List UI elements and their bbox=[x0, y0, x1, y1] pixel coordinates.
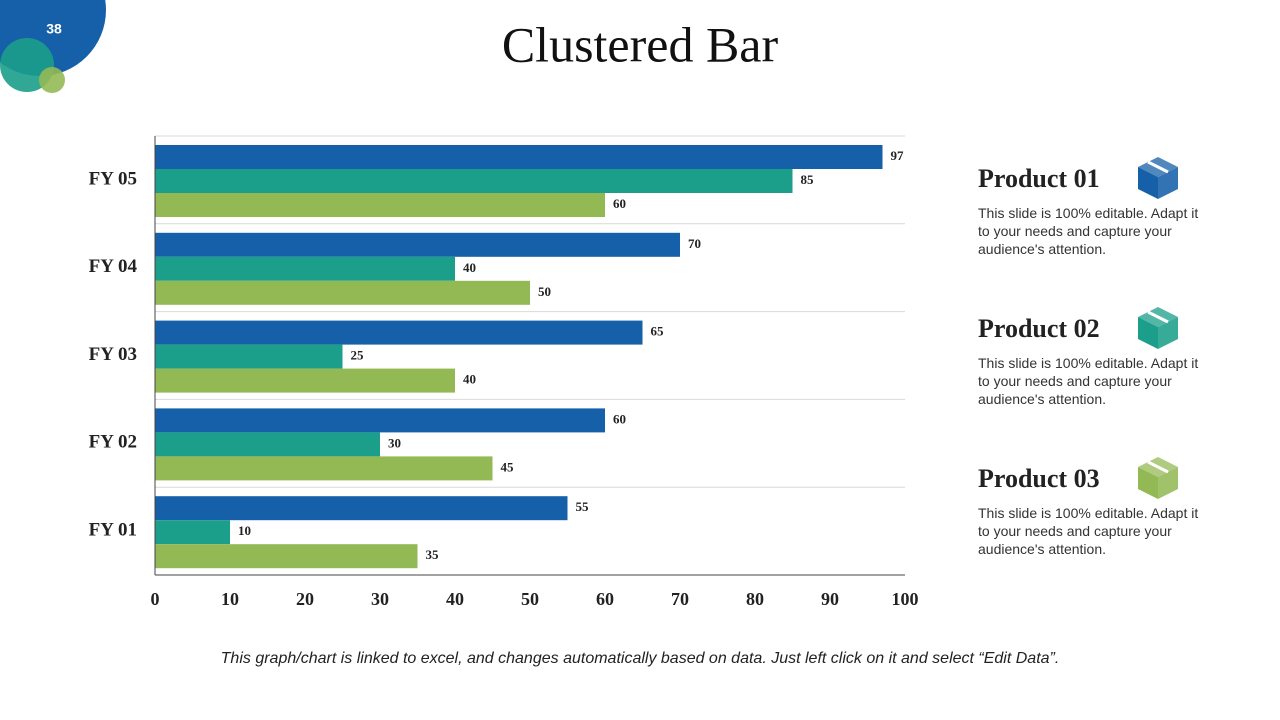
bar bbox=[155, 520, 230, 545]
cube-right bbox=[1158, 467, 1178, 499]
y-tick-label: FY 05 bbox=[89, 168, 137, 189]
cube-left bbox=[1138, 317, 1158, 349]
x-tick-label: 90 bbox=[821, 589, 839, 609]
bar bbox=[155, 496, 568, 521]
x-tick-label: 40 bbox=[446, 589, 464, 609]
x-tick-label: 80 bbox=[746, 589, 764, 609]
value-label: 70 bbox=[688, 236, 701, 251]
bar bbox=[155, 456, 493, 481]
x-tick-label: 0 bbox=[151, 589, 160, 609]
value-label: 10 bbox=[238, 523, 251, 538]
y-tick-label: FY 02 bbox=[89, 432, 137, 453]
x-tick-label: 100 bbox=[892, 589, 919, 609]
value-label: 97 bbox=[891, 148, 905, 163]
value-label: 60 bbox=[613, 196, 626, 211]
value-label: 40 bbox=[463, 260, 476, 275]
x-tick-label: 30 bbox=[371, 589, 389, 609]
value-label: 40 bbox=[463, 372, 476, 387]
legend-icon bbox=[1138, 157, 1178, 199]
value-label: 25 bbox=[351, 348, 365, 363]
value-label: 30 bbox=[388, 435, 401, 450]
x-tick-label: 70 bbox=[671, 589, 689, 609]
legend-label: Product 01 bbox=[978, 164, 1100, 193]
y-tick-label: FY 01 bbox=[89, 519, 137, 540]
chart-title: Clustered Bar bbox=[502, 16, 779, 72]
bar bbox=[155, 280, 530, 305]
legend-icon bbox=[1138, 457, 1178, 499]
x-tick-label: 20 bbox=[296, 589, 314, 609]
value-label: 60 bbox=[613, 411, 626, 426]
cube-tape bbox=[1147, 310, 1169, 324]
bar bbox=[155, 193, 605, 217]
bar bbox=[155, 344, 343, 369]
x-tick-label: 10 bbox=[221, 589, 239, 609]
bar bbox=[155, 232, 680, 257]
bar bbox=[155, 145, 883, 169]
value-label: 50 bbox=[538, 284, 551, 299]
legend-description: This slide is 100% editable. Adapt it to… bbox=[978, 205, 1199, 257]
value-label: 35 bbox=[426, 547, 440, 562]
x-tick-label: 50 bbox=[521, 589, 539, 609]
bar bbox=[155, 320, 643, 345]
legend-label: Product 03 bbox=[978, 464, 1100, 493]
legend-label: Product 02 bbox=[978, 314, 1100, 343]
bar bbox=[155, 169, 793, 193]
y-tick-label: FY 03 bbox=[89, 344, 137, 365]
cube-right bbox=[1158, 167, 1178, 199]
y-tick-label: FY 04 bbox=[89, 256, 138, 277]
legend-description: This slide is 100% editable. Adapt it to… bbox=[978, 505, 1199, 557]
bar bbox=[155, 256, 455, 281]
bar bbox=[155, 408, 605, 433]
legend-description: This slide is 100% editable. Adapt it to… bbox=[978, 355, 1199, 407]
decor-circle bbox=[39, 67, 65, 93]
x-tick-label: 60 bbox=[596, 589, 614, 609]
cube-left bbox=[1138, 467, 1158, 499]
footnote: This graph/chart is linked to excel, and… bbox=[220, 650, 1060, 667]
bar bbox=[155, 368, 455, 393]
value-label: 85 bbox=[801, 172, 815, 187]
slide-number: 38 bbox=[46, 21, 62, 37]
cube-tape bbox=[1147, 460, 1169, 474]
legend-icon bbox=[1138, 307, 1178, 349]
bar bbox=[155, 432, 380, 457]
value-label: 55 bbox=[576, 499, 590, 514]
bar bbox=[155, 544, 418, 569]
value-label: 45 bbox=[501, 459, 515, 474]
cube-tape bbox=[1147, 160, 1169, 174]
cube-left bbox=[1138, 167, 1158, 199]
cube-right bbox=[1158, 317, 1178, 349]
value-label: 65 bbox=[651, 324, 665, 339]
